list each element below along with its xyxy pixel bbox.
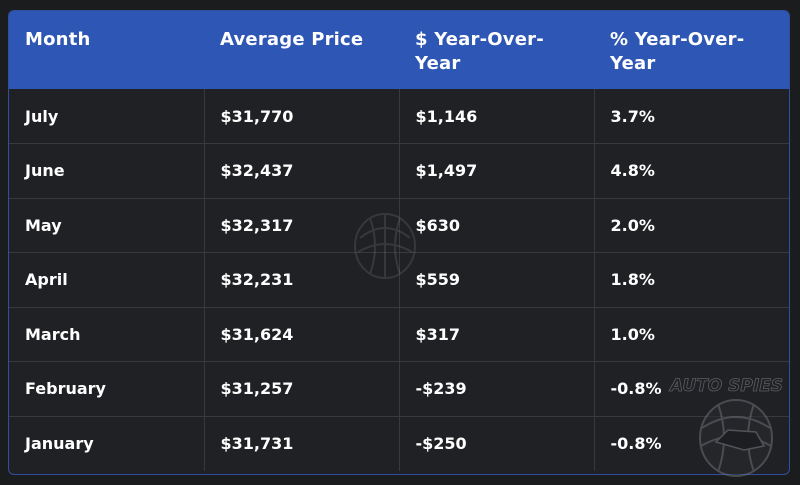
cell-month: March (9, 307, 205, 362)
cell-dollar-yoy: $1,497 (399, 143, 595, 199)
cell-dollar-yoy: $317 (399, 307, 595, 362)
cell-dollar-yoy: $630 (399, 198, 595, 253)
cell-month: January (9, 416, 205, 471)
table-row: April $32,231 $559 1.8% (9, 252, 789, 308)
cell-average-price: $32,317 (204, 198, 400, 253)
cell-dollar-yoy: $559 (399, 252, 595, 308)
cell-month: February (9, 361, 205, 417)
cell-average-price: $31,770 (204, 89, 400, 144)
cell-percent-yoy: 1.8% (594, 252, 789, 308)
table-row: March $31,624 $317 1.0% (9, 307, 789, 362)
cell-average-price: $32,231 (204, 252, 400, 308)
cell-average-price: $31,257 (204, 361, 400, 417)
cell-month: June (9, 143, 205, 199)
cell-average-price: $31,731 (204, 416, 400, 471)
cell-percent-yoy: 4.8% (594, 143, 789, 199)
table-row: January $31,731 -$250 -0.8% (9, 416, 789, 471)
cell-month: April (9, 252, 205, 308)
cell-percent-yoy: 1.0% (594, 307, 789, 362)
table-row: July $31,770 $1,146 3.7% (9, 89, 789, 144)
cell-dollar-yoy: -$250 (399, 416, 595, 471)
cell-average-price: $31,624 (204, 307, 400, 362)
cell-percent-yoy: -0.8% (610, 434, 662, 453)
cell-percent-yoy: -0.8% (594, 361, 789, 417)
header-average-price: Average Price (220, 29, 364, 50)
price-table: Month Average Price $ Year-Over-Year % Y… (9, 11, 789, 471)
cell-month: May (9, 198, 205, 253)
table-row: May $32,317 $630 2.0% (9, 198, 789, 253)
table-header-row: Month Average Price $ Year-Over-Year % Y… (9, 11, 789, 89)
price-table-container: Month Average Price $ Year-Over-Year % Y… (8, 10, 790, 475)
header-dollar-yoy: $ Year-Over-Year (415, 29, 544, 74)
table-row: February $31,257 -$239 -0.8% (9, 361, 789, 417)
cell-dollar-yoy: -$239 (399, 361, 595, 417)
table-row: June $32,437 $1,497 4.8% (9, 143, 789, 199)
cell-percent-yoy: 2.0% (594, 198, 789, 253)
cell-month: July (9, 89, 205, 144)
header-percent-yoy: % Year-Over-Year (610, 29, 745, 74)
cell-average-price: $32,437 (204, 143, 400, 199)
cell-percent-yoy: 3.7% (594, 89, 789, 144)
header-month: Month (25, 29, 91, 50)
cell-dollar-yoy: $1,146 (399, 89, 595, 144)
